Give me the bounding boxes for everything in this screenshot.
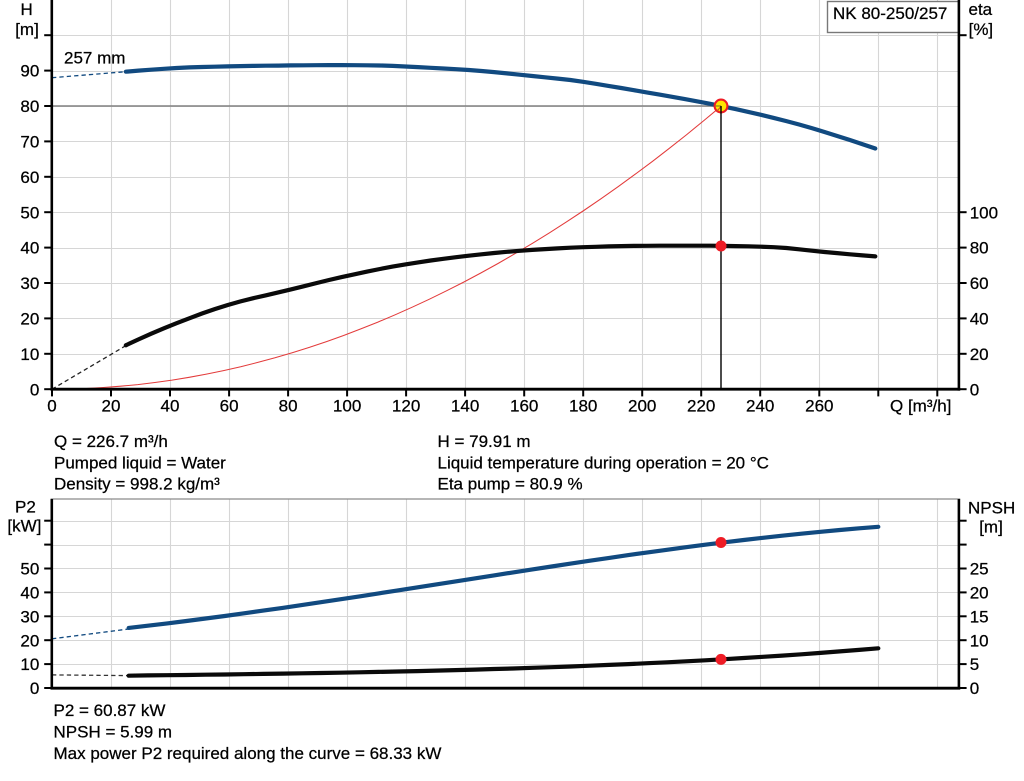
svg-text:50: 50	[20, 560, 39, 579]
svg-text:257 mm: 257 mm	[64, 48, 125, 67]
svg-text:Q [m³/h]: Q [m³/h]	[890, 396, 951, 415]
svg-text:P2 = 60.87 kW: P2 = 60.87 kW	[54, 701, 166, 720]
svg-text:60: 60	[220, 396, 239, 415]
svg-text:40: 40	[161, 396, 180, 415]
svg-text:10: 10	[20, 655, 39, 674]
svg-text:20: 20	[970, 345, 989, 364]
svg-text:70: 70	[20, 133, 39, 152]
svg-text:90: 90	[20, 62, 39, 81]
svg-text:0: 0	[970, 679, 979, 698]
svg-text:Pumped liquid = Water: Pumped liquid = Water	[54, 453, 226, 472]
svg-text:20: 20	[970, 584, 989, 603]
svg-text:20: 20	[20, 310, 39, 329]
svg-text:eta: eta	[969, 0, 993, 19]
svg-text:60: 60	[970, 274, 989, 293]
svg-text:NK 80-250/257: NK 80-250/257	[833, 4, 947, 23]
svg-text:20: 20	[20, 631, 39, 650]
svg-text:Liquid temperature during oper: Liquid temperature during operation = 20…	[438, 453, 769, 472]
svg-text:Density = 998.2 kg/m³: Density = 998.2 kg/m³	[54, 475, 220, 494]
svg-text:160: 160	[510, 396, 538, 415]
svg-text:25: 25	[970, 560, 989, 579]
svg-text:Q = 226.7 m³/h: Q = 226.7 m³/h	[54, 432, 168, 451]
svg-text:220: 220	[687, 396, 715, 415]
svg-text:5: 5	[970, 655, 979, 674]
svg-text:200: 200	[628, 396, 656, 415]
svg-text:80: 80	[20, 97, 39, 116]
svg-text:80: 80	[279, 396, 298, 415]
svg-text:[%]: [%]	[969, 20, 994, 39]
svg-text:10: 10	[20, 345, 39, 364]
svg-text:100: 100	[333, 396, 361, 415]
svg-text:30: 30	[20, 274, 39, 293]
svg-text:P2: P2	[15, 497, 36, 516]
svg-text:0: 0	[30, 679, 39, 698]
svg-text:10: 10	[970, 631, 989, 650]
svg-text:0: 0	[970, 380, 979, 399]
svg-text:15: 15	[970, 607, 989, 626]
svg-text:180: 180	[569, 396, 597, 415]
svg-text:H = 79.91 m: H = 79.91 m	[438, 432, 531, 451]
svg-text:20: 20	[102, 396, 121, 415]
svg-text:Max power P2 required along th: Max power P2 required along the curve = …	[54, 744, 442, 763]
svg-text:240: 240	[746, 396, 774, 415]
svg-text:0: 0	[47, 396, 56, 415]
svg-text:40: 40	[20, 239, 39, 258]
svg-text:0: 0	[30, 380, 39, 399]
svg-text:30: 30	[20, 607, 39, 626]
svg-text:60: 60	[20, 168, 39, 187]
svg-text:80: 80	[970, 239, 989, 258]
svg-text:40: 40	[20, 584, 39, 603]
svg-text:NPSH: NPSH	[968, 498, 1015, 517]
svg-text:[m]: [m]	[979, 518, 1003, 537]
svg-text:[kW]: [kW]	[7, 516, 41, 535]
svg-text:[m]: [m]	[15, 20, 39, 39]
svg-text:100: 100	[970, 203, 998, 222]
svg-text:40: 40	[970, 310, 989, 329]
svg-text:260: 260	[805, 396, 833, 415]
svg-text:NPSH = 5.99 m: NPSH = 5.99 m	[54, 722, 173, 741]
svg-text:120: 120	[392, 396, 420, 415]
svg-text:140: 140	[451, 396, 479, 415]
svg-text:Eta pump = 80.9 %: Eta pump = 80.9 %	[438, 475, 583, 494]
svg-text:H: H	[20, 0, 32, 19]
svg-text:50: 50	[20, 203, 39, 222]
